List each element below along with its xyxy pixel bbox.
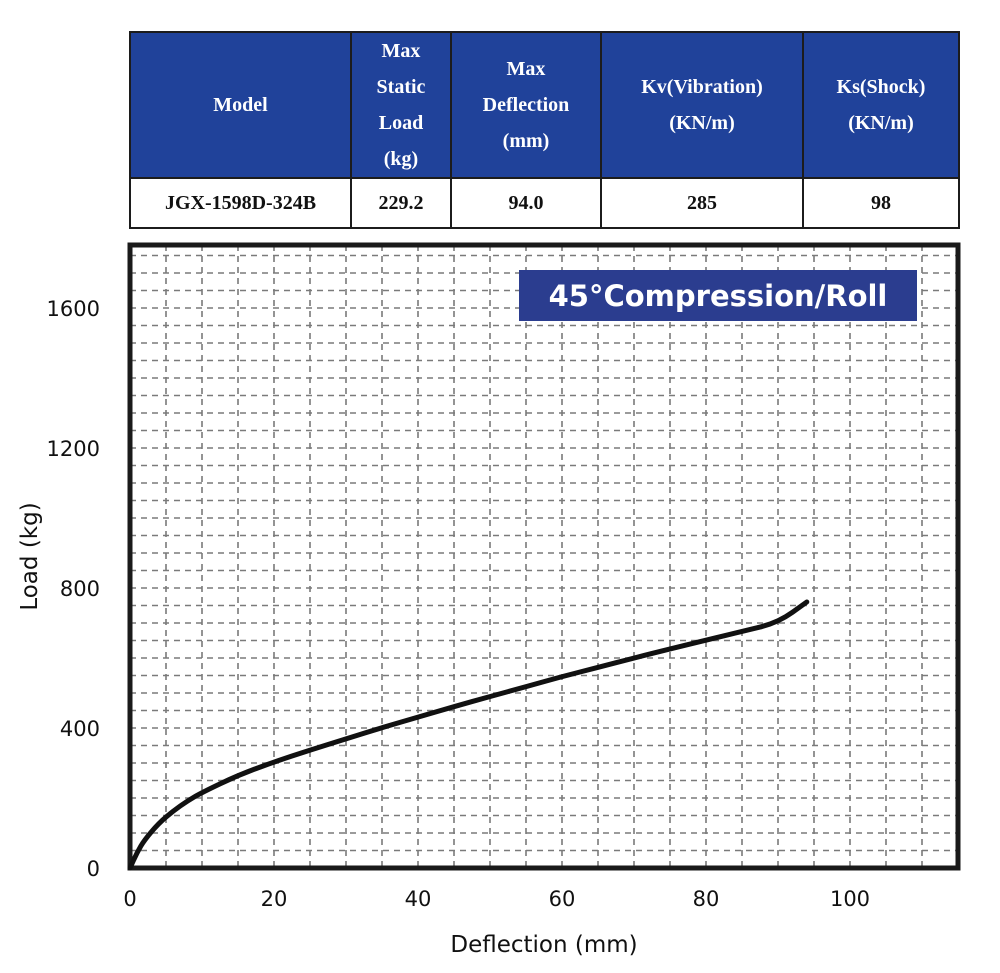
spec-header-row: Model Max Static Load (kg) Max Deflectio… xyxy=(129,31,960,179)
y-tick-label: 1200 xyxy=(47,437,100,461)
y-axis-title: Load (kg) xyxy=(17,502,43,610)
header-max-static-load: Max Static Load (kg) xyxy=(350,31,452,179)
series-line-curve xyxy=(127,599,810,871)
x-tick-label: 100 xyxy=(830,887,870,911)
y-tick-label: 800 xyxy=(60,577,100,601)
chart-title-badge: 45°Compression/Roll xyxy=(519,270,917,321)
x-tick-label: 40 xyxy=(405,887,432,911)
y-tick-label: 1600 xyxy=(47,297,100,321)
cell-max-deflection: 94.0 xyxy=(450,177,602,229)
x-tick-label: 20 xyxy=(261,887,288,911)
cell-max-static-load: 229.2 xyxy=(350,177,452,229)
y-tick-label: 0 xyxy=(87,857,100,881)
header-ks-shock: Ks(Shock) (KN/m) xyxy=(802,31,960,179)
cell-ks-shock: 98 xyxy=(802,177,960,229)
spec-data-row: JGX-1598D-324B 229.2 94.0 285 98 xyxy=(129,177,960,229)
chart-title: 45°Compression/Roll xyxy=(548,278,888,313)
cell-model: JGX-1598D-324B xyxy=(129,177,352,229)
header-model: Model xyxy=(129,31,352,179)
cell-kv-vibration: 285 xyxy=(600,177,804,229)
y-tick-label: 400 xyxy=(60,717,100,741)
header-kv-vibration: Kv(Vibration) (KN/m) xyxy=(600,31,804,179)
header-max-deflection: Max Deflection (mm) xyxy=(450,31,602,179)
x-tick-label: 60 xyxy=(549,887,576,911)
x-tick-label: 0 xyxy=(123,887,136,911)
x-tick-label: 80 xyxy=(693,887,720,911)
x-axis-title: Deflection (mm) xyxy=(450,932,637,958)
plot-frame xyxy=(127,242,961,871)
spec-table: Model Max Static Load (kg) Max Deflectio… xyxy=(129,31,960,229)
